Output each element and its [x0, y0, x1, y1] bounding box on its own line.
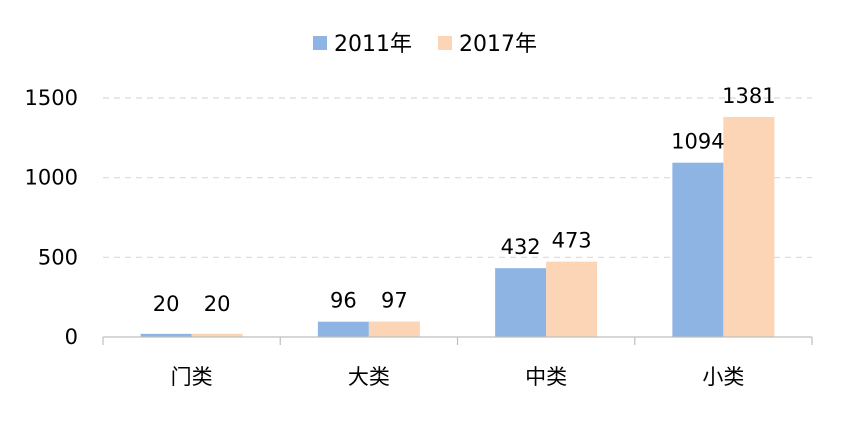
y-tick-label: 1500: [25, 86, 78, 110]
y-tick-labels: 0 500 1000 1500: [25, 86, 78, 349]
bar-2-1: [191, 333, 243, 337]
gridlines: [103, 97, 812, 258]
data-label: 1381: [722, 84, 775, 108]
y-tick-label: 0: [65, 325, 78, 349]
data-labels: 20 20 96 97 432 473 1094 1381: [153, 84, 776, 316]
bar-2-4: [723, 116, 775, 337]
data-label: 97: [381, 289, 408, 313]
y-tick-label: 500: [38, 245, 78, 269]
bar-1-3: [495, 268, 547, 337]
data-label: 473: [552, 229, 592, 253]
bar-1-2: [317, 321, 369, 337]
data-label: 432: [501, 235, 541, 259]
data-label: 20: [204, 292, 231, 316]
x-category-label: 小类: [702, 365, 744, 389]
bar-2-2: [368, 321, 420, 337]
x-category-label: 中类: [525, 365, 567, 389]
axes: [102, 336, 813, 345]
legend: 2011年 2017年: [313, 32, 537, 57]
bar-2-3: [546, 261, 598, 337]
data-label: 20: [153, 292, 180, 316]
data-label: 96: [330, 289, 357, 313]
legend-label-2: 2017年: [459, 32, 537, 57]
legend-label-1: 2011年: [334, 32, 412, 57]
legend-swatch-2: [438, 36, 452, 50]
y-tick-label: 1000: [25, 166, 78, 190]
x-category-label: 大类: [348, 365, 390, 389]
bars: [140, 116, 775, 337]
data-label: 1094: [671, 130, 724, 154]
x-category-labels: 门类 大类 中类 小类: [171, 365, 745, 389]
x-category-label: 门类: [171, 365, 213, 389]
bar-1-4: [672, 162, 724, 337]
bar-1-1: [140, 333, 192, 337]
legend-swatch-1: [313, 36, 327, 50]
